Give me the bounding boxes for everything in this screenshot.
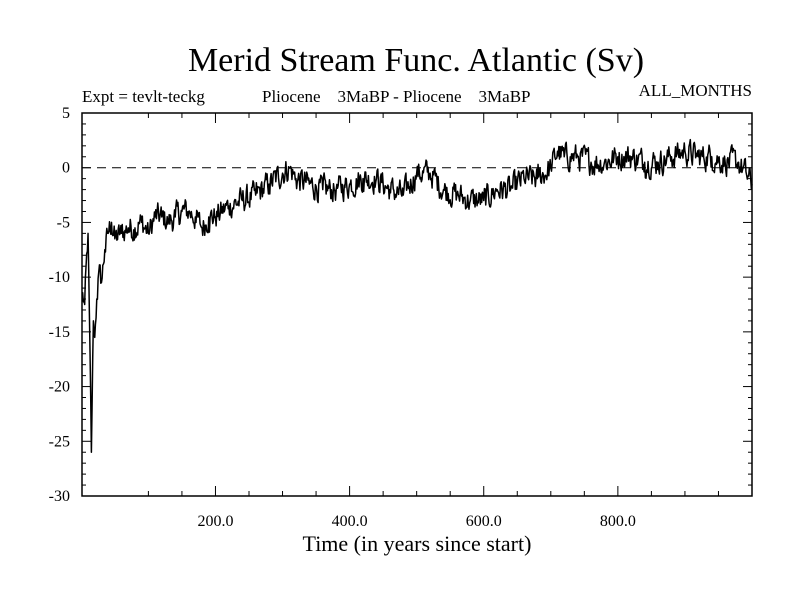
x-tick-label: 200.0 <box>197 513 233 530</box>
x-tick-label: 400.0 <box>332 513 368 530</box>
series-line <box>81 138 753 453</box>
y-tick-label: -10 <box>49 269 70 286</box>
chart-title: Merid Stream Func. Atlantic (Sv) <box>188 42 644 79</box>
y-tick-label: -25 <box>49 433 70 450</box>
comparison-label: Pliocene 3MaBP - Pliocene 3MaBP <box>262 87 531 106</box>
x-tick-label: 600.0 <box>466 513 502 530</box>
season-label: ALL_MONTHS <box>639 81 752 100</box>
series-group <box>81 138 753 453</box>
x-axis-label: Time (in years since start) <box>303 531 532 556</box>
y-axis: 5 0 -5 -10 -15 -20 -25 -30 <box>49 105 752 505</box>
y-tick-label: 5 <box>62 105 70 122</box>
x-axis: 200.0 400.0 600.0 800.0 <box>197 113 636 530</box>
y-tick-label: -30 <box>49 488 70 505</box>
x-tick-label: 800.0 <box>600 513 636 530</box>
y-tick-label: -20 <box>49 379 70 396</box>
y-tick-label: 0 <box>62 160 70 177</box>
experiment-label: Expt = tevlt-teckg <box>82 87 205 106</box>
y-tick-label: -5 <box>57 214 70 231</box>
y-tick-label: -15 <box>49 324 70 341</box>
